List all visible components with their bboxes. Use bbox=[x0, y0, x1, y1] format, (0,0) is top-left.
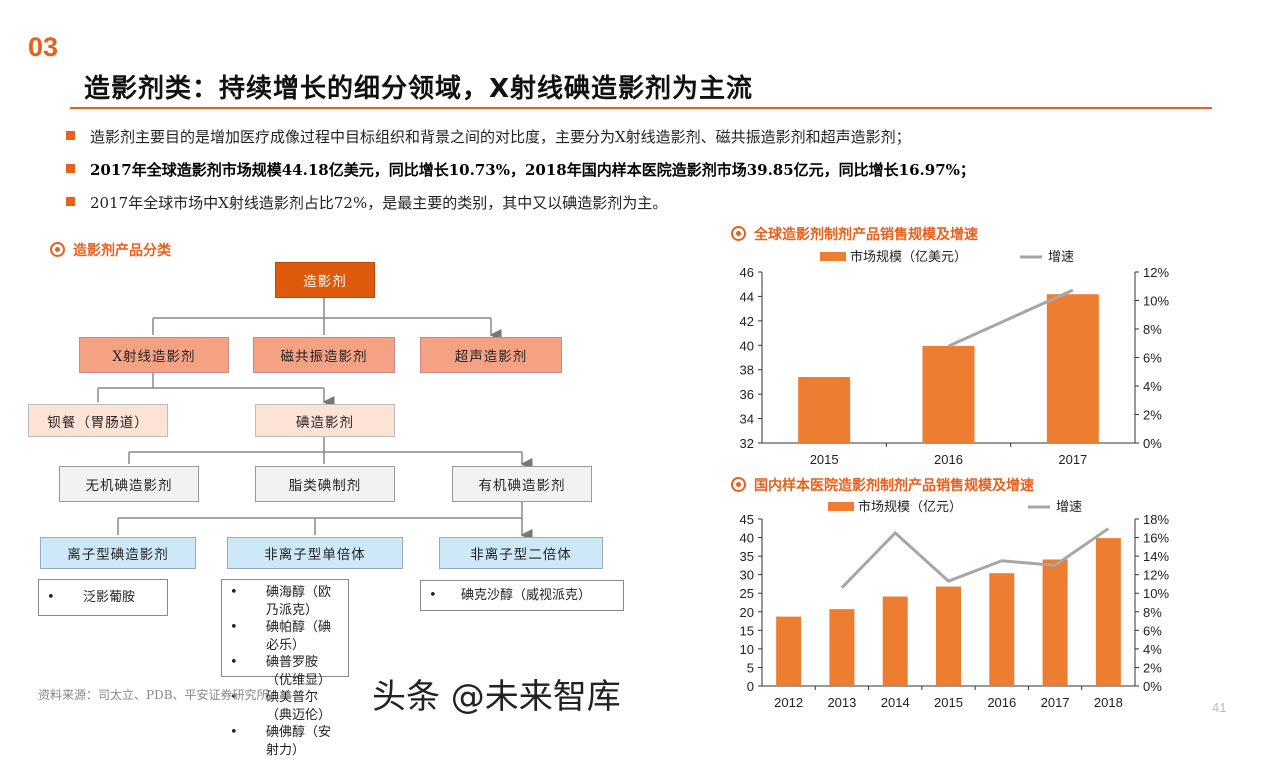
chart1-title: 全球造影剂制剂产品销售规模及增速 bbox=[731, 224, 978, 244]
y2-tick-label: 12% bbox=[1143, 265, 1169, 280]
product-item: 碘普罗胺（优维显） bbox=[230, 654, 340, 689]
chart1: 市场规模（亿美元） 增速 32 34 36 38 40 42 44 46 0% 2% 4% 6% 8% 10%… bbox=[720, 245, 1190, 470]
node-organic: 有机碘造影剂 bbox=[452, 466, 592, 502]
x-tick-label: 2014 bbox=[881, 695, 910, 710]
y-tick-label: 42 bbox=[740, 314, 754, 329]
y-tick-label: 38 bbox=[740, 363, 754, 378]
product-item: 泛影葡胺 bbox=[47, 589, 159, 607]
chart1-title-text: 全球造影剂制剂产品销售规模及增速 bbox=[754, 227, 978, 243]
target-circle-icon bbox=[731, 226, 746, 241]
y2-tick-label: 0% bbox=[1143, 679, 1162, 694]
x-tick-label: 2015 bbox=[934, 695, 963, 710]
chart2-title-text: 国内样本医院造影剂制剂产品销售规模及增速 bbox=[754, 478, 1034, 494]
bar bbox=[829, 609, 854, 686]
legend-line-label: 增速 bbox=[1056, 499, 1082, 514]
y-tick-label: 40 bbox=[740, 338, 754, 353]
y2-tick-label: 12% bbox=[1143, 568, 1169, 583]
legend-bar-label: 市场规模（亿元） bbox=[858, 499, 962, 514]
y2-tick-label: 0% bbox=[1143, 436, 1162, 451]
y2-tick-label: 2% bbox=[1143, 660, 1162, 675]
product-item: 碘海醇（欧乃派克） bbox=[230, 584, 340, 619]
y2-tick-label: 10% bbox=[1143, 294, 1169, 309]
y-tick-label: 5 bbox=[747, 660, 754, 675]
y-tick-label: 15 bbox=[740, 623, 754, 638]
page-number: 41 bbox=[1212, 700, 1226, 715]
product-item: 碘克沙醇（威视派克） bbox=[429, 587, 615, 605]
products-dimer: 碘克沙醇（威视派克） bbox=[420, 580, 624, 611]
legend-bar-swatch bbox=[820, 252, 846, 261]
bar bbox=[798, 377, 850, 443]
legend-line-label: 增速 bbox=[1048, 249, 1074, 264]
y-tick-label: 25 bbox=[740, 586, 754, 601]
node-nonionic-monomer: 非离子型单倍体 bbox=[227, 537, 403, 569]
bar bbox=[776, 617, 801, 686]
y2-tick-label: 2% bbox=[1143, 408, 1162, 423]
node-nonionic-dimer: 非离子型二倍体 bbox=[439, 537, 603, 569]
node-lipid: 脂类碘制剂 bbox=[255, 466, 395, 502]
bar bbox=[989, 573, 1014, 686]
y2-tick-label: 8% bbox=[1143, 605, 1162, 620]
y-tick-label: 44 bbox=[740, 289, 754, 304]
chart2-title: 国内样本医院造影剂制剂产品销售规模及增速 bbox=[731, 475, 1034, 495]
node-barium: 钡餐（胃肠道） bbox=[28, 404, 168, 437]
product-item: 碘帕醇（碘必乐） bbox=[230, 619, 340, 654]
watermark: 头条 @未来智库 bbox=[372, 678, 621, 716]
y-tick-label: 45 bbox=[740, 512, 754, 527]
bar bbox=[1096, 538, 1121, 686]
node-iodine: 碘造影剂 bbox=[255, 404, 395, 437]
node-mri: 磁共振造影剂 bbox=[253, 337, 395, 373]
y2-tick-label: 8% bbox=[1143, 322, 1162, 337]
bar bbox=[1043, 559, 1068, 686]
bar bbox=[883, 597, 908, 686]
y2-tick-label: 4% bbox=[1143, 379, 1162, 394]
y2-tick-label: 4% bbox=[1143, 642, 1162, 657]
x-tick-label: 2012 bbox=[774, 695, 803, 710]
y2-tick-label: 6% bbox=[1143, 623, 1162, 638]
y-tick-label: 10 bbox=[740, 642, 754, 657]
target-circle-icon bbox=[731, 477, 746, 492]
y-tick-label: 32 bbox=[740, 436, 754, 451]
y-tick-label: 40 bbox=[740, 531, 754, 546]
legend-bar-swatch bbox=[828, 502, 854, 511]
node-contrast-agent: 造影剂 bbox=[275, 262, 375, 298]
y2-tick-label: 10% bbox=[1143, 586, 1169, 601]
y-tick-label: 35 bbox=[740, 549, 754, 564]
x-tick-label: 2017 bbox=[1041, 695, 1070, 710]
x-tick-label: 2015 bbox=[810, 452, 839, 467]
x-tick-label: 2017 bbox=[1058, 452, 1087, 467]
x-tick-label: 2013 bbox=[827, 695, 856, 710]
node-ultrasound: 超声造影剂 bbox=[420, 337, 562, 373]
y-tick-label: 20 bbox=[740, 605, 754, 620]
y-tick-label: 34 bbox=[740, 412, 754, 427]
product-item: 碘佛醇（安射力） bbox=[230, 724, 340, 759]
bar bbox=[936, 587, 961, 686]
growth-line bbox=[842, 529, 1108, 588]
bar bbox=[1047, 294, 1099, 443]
y2-tick-label: 6% bbox=[1143, 351, 1162, 366]
bar bbox=[923, 346, 975, 443]
products-monomer: 碘海醇（欧乃派克） 碘帕醇（碘必乐） 碘普罗胺（优维显） 碘美普尔（典迈伦） 碘… bbox=[221, 579, 349, 677]
source-note: 资料来源：司太立、PDB、平安证券研究所 bbox=[38, 686, 269, 703]
legend-bar-label: 市场规模（亿美元） bbox=[850, 249, 967, 264]
products-ionic: 泛影葡胺 bbox=[38, 579, 168, 616]
x-tick-label: 2018 bbox=[1094, 695, 1123, 710]
y2-tick-label: 16% bbox=[1143, 531, 1169, 546]
node-inorganic: 无机碘造影剂 bbox=[59, 466, 199, 502]
y-tick-label: 36 bbox=[740, 387, 754, 402]
y-tick-label: 46 bbox=[740, 265, 754, 280]
y-tick-label: 30 bbox=[740, 568, 754, 583]
chart2: 市场规模（亿元） 增速 0 5 10 15 20 25 30 35 40 45 0% 2% 4% 6% 8% 10… bbox=[720, 495, 1190, 720]
y2-tick-label: 14% bbox=[1143, 549, 1169, 564]
y-tick-label: 0 bbox=[747, 679, 754, 694]
x-tick-label: 2016 bbox=[934, 452, 963, 467]
node-ionic: 离子型碘造影剂 bbox=[40, 537, 196, 569]
y2-tick-label: 18% bbox=[1143, 512, 1169, 527]
node-xray: X射线造影剂 bbox=[79, 337, 229, 373]
x-tick-label: 2016 bbox=[987, 695, 1016, 710]
